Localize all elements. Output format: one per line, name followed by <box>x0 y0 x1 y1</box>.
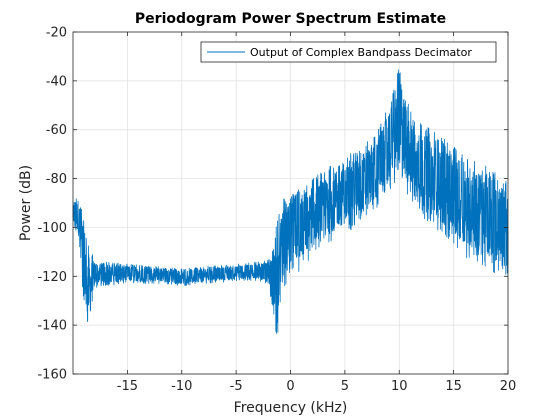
x-tick-label: -10 <box>171 379 192 394</box>
legend-box <box>200 41 497 63</box>
series-line <box>72 69 509 334</box>
x-tick-label: 10 <box>391 379 408 394</box>
y-tick-label: -40 <box>46 74 67 89</box>
y-tick-label: -100 <box>37 221 67 236</box>
y-tick-label: -20 <box>46 26 67 41</box>
x-tick-label: 0 <box>286 379 294 394</box>
y-tick-label: -80 <box>46 172 67 187</box>
x-axis-label: Frequency (kHz) <box>234 400 348 416</box>
y-tick-label: -140 <box>37 319 67 334</box>
legend: Output of Complex Bandpass Decimator <box>200 41 497 63</box>
legend-entry: Output of Complex Bandpass Decimator <box>250 46 472 59</box>
y-tick-label: -120 <box>37 270 67 285</box>
y-axis-label: Power (dB) <box>18 165 34 241</box>
x-tick-label: 20 <box>500 379 517 394</box>
y-tick-label: -60 <box>46 123 67 138</box>
data-layer <box>72 69 509 334</box>
x-tick-label: -15 <box>117 379 138 394</box>
x-tick-label: 5 <box>341 379 349 394</box>
y-tick-label: -160 <box>37 368 67 383</box>
chart-title: Periodogram Power Spectrum Estimate <box>135 11 446 27</box>
x-tick-label: -5 <box>230 379 243 394</box>
x-tick-label: 15 <box>445 379 462 394</box>
axis-ticks: -15 -10 -5 0 5 10 15 20 -160 -140 -120 -100 -80 -60 -4… <box>37 26 516 395</box>
